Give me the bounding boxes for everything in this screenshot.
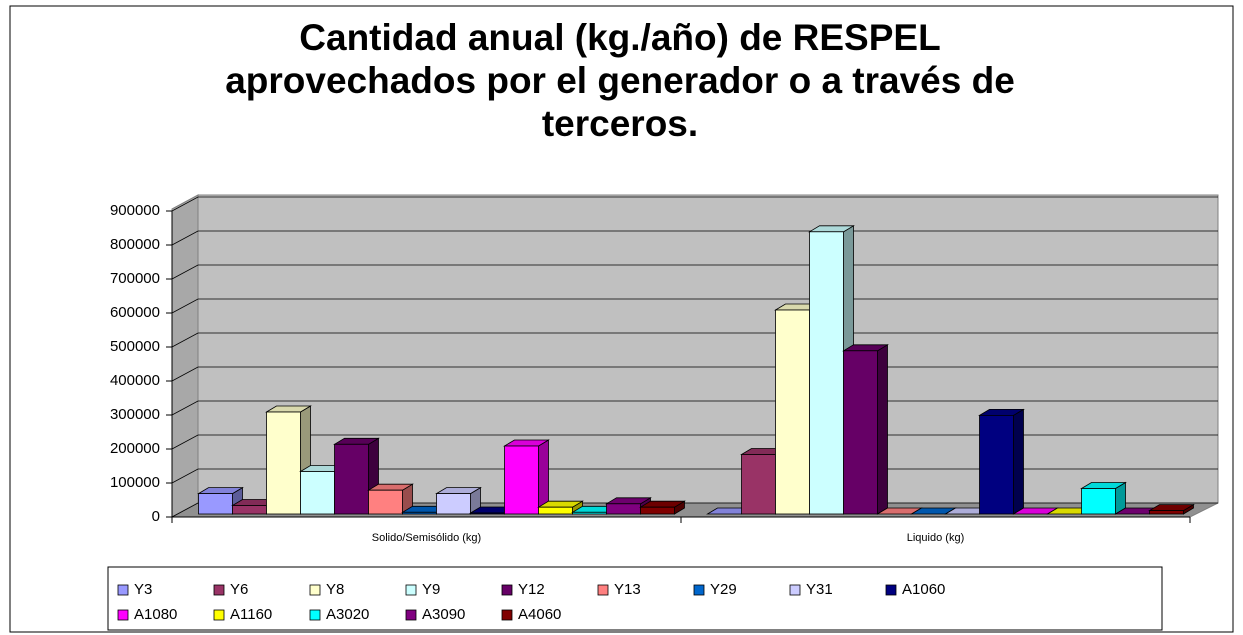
bar	[572, 511, 607, 515]
bar	[198, 493, 233, 515]
legend-swatch	[117, 609, 129, 621]
bar	[300, 471, 335, 515]
bar	[741, 454, 776, 515]
legend-box	[107, 566, 1163, 631]
bar	[266, 411, 301, 515]
legend-swatch	[309, 609, 321, 621]
legend-label: A3090	[422, 606, 465, 623]
legend-label: Y6	[230, 581, 248, 598]
bar	[402, 511, 437, 515]
legend-label: A1160	[230, 606, 272, 623]
grid-line	[171, 332, 1218, 348]
bar-side	[877, 344, 888, 515]
legend-swatch	[405, 584, 417, 596]
legend-label: A3020	[326, 606, 369, 623]
grid-line	[171, 264, 1218, 280]
grid-line	[171, 196, 1218, 212]
x-tick-label: Solido/Semisólido (kg)	[372, 532, 481, 544]
legend-label: Y29	[710, 581, 737, 598]
legend-swatch	[597, 584, 609, 596]
legend-swatch	[309, 584, 321, 596]
y-tick-label: 600000	[110, 304, 160, 321]
y-tick-label: 400000	[110, 372, 160, 389]
bar	[640, 506, 675, 515]
legend-label: A1060	[902, 581, 945, 598]
bar	[504, 445, 539, 515]
legend-label: Y12	[518, 581, 545, 598]
legend-swatch	[405, 609, 417, 621]
y-tick-label: 300000	[110, 406, 160, 423]
legend-label: Y8	[326, 581, 344, 598]
legend-label: A4060	[518, 606, 561, 623]
legend-swatch	[501, 584, 513, 596]
legend-swatch	[789, 584, 801, 596]
legend-swatch	[117, 584, 129, 596]
grid-line	[171, 230, 1218, 246]
x-tick-label: Liquido (kg)	[907, 532, 964, 544]
bar	[334, 443, 369, 515]
bar-side	[1013, 408, 1024, 515]
y-tick-label: 0	[152, 508, 160, 525]
y-tick-label: 700000	[110, 270, 160, 287]
bar	[1149, 510, 1184, 515]
bar	[606, 503, 641, 515]
legend-swatch	[213, 584, 225, 596]
legend-label: Y3	[134, 581, 152, 598]
bar	[809, 231, 844, 515]
legend-label: Y31	[806, 581, 833, 598]
y-tick-label: 200000	[110, 440, 160, 457]
y-tick-label: 100000	[110, 474, 160, 491]
y-tick-label: 500000	[110, 338, 160, 355]
legend-label: Y9	[422, 581, 440, 598]
legend-label: A1080	[134, 606, 177, 623]
chart-border	[9, 5, 1234, 633]
legend-swatch	[501, 609, 513, 621]
chart-title: Cantidad anual (kg./año) de RESPEL aprov…	[225, 17, 1015, 144]
legend-label: Y13	[614, 581, 641, 598]
bar	[470, 512, 505, 515]
bar	[1081, 488, 1116, 515]
grid-line	[171, 298, 1218, 314]
legend-swatch	[213, 609, 225, 621]
bar	[843, 350, 878, 515]
legend-swatch	[885, 584, 897, 596]
bar	[538, 506, 573, 515]
bar	[775, 309, 810, 515]
bar	[368, 489, 403, 515]
bar	[436, 493, 471, 515]
bar	[979, 414, 1014, 515]
legend-swatch	[693, 584, 705, 596]
bar	[232, 505, 267, 515]
y-tick-label: 900000	[110, 202, 160, 219]
y-tick-label: 800000	[110, 236, 160, 253]
